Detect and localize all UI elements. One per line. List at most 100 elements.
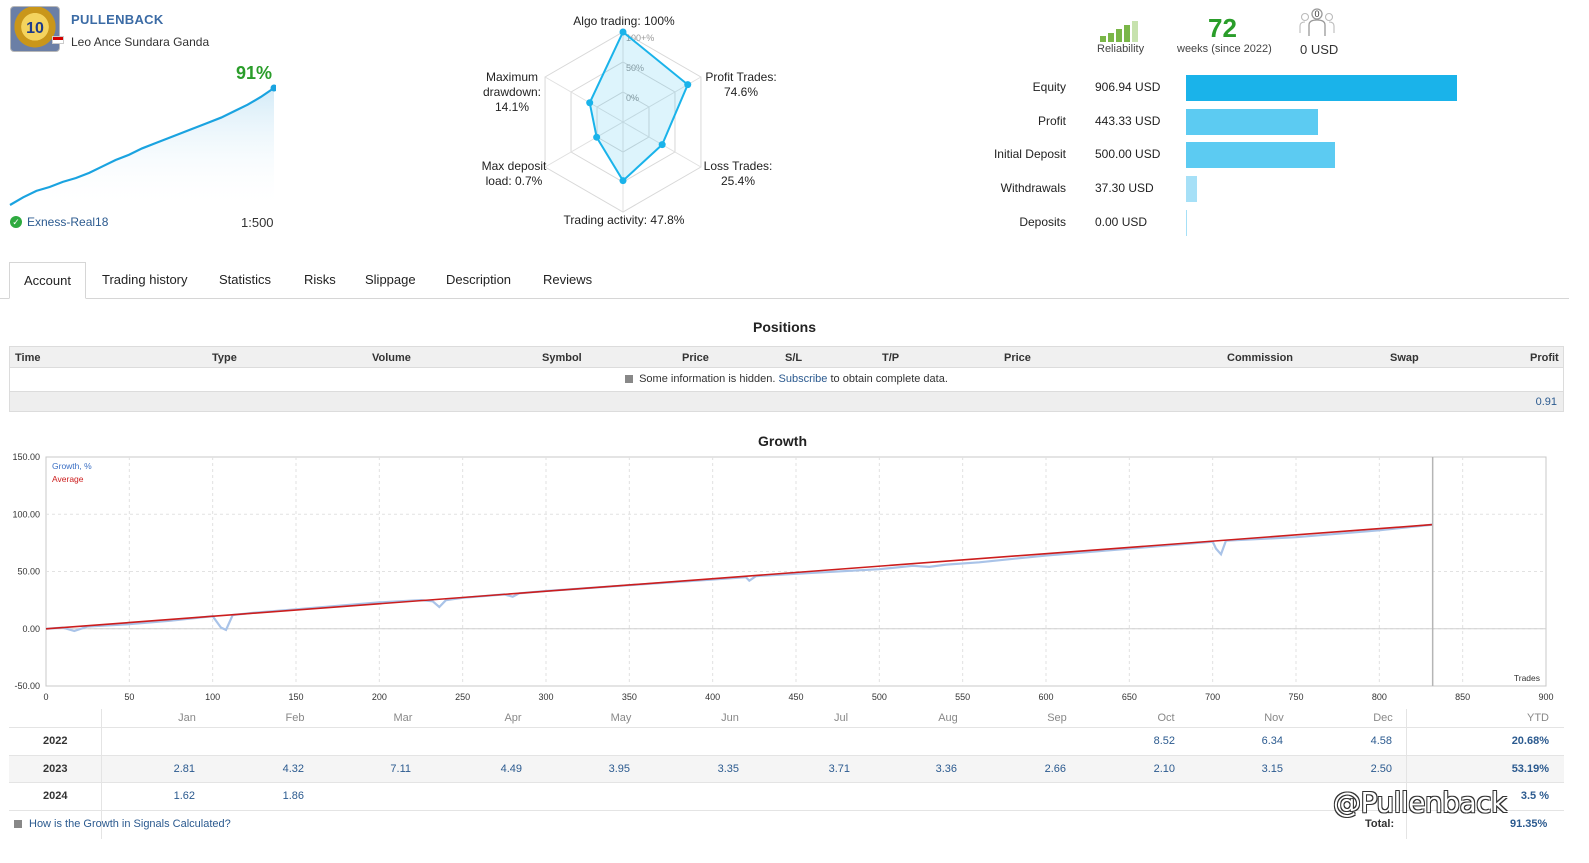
radar-label-loss-title: Loss Trades: <box>703 159 773 173</box>
x-tick-label: 350 <box>622 692 637 702</box>
reliability-bar <box>1100 36 1106 42</box>
y-tick-label: 50.00 <box>17 567 40 577</box>
column-header[interactable]: Time <box>15 352 41 364</box>
radar-scale-label: 50% <box>626 63 644 73</box>
x-tick-label: 100 <box>205 692 220 702</box>
month-header: Apr <box>504 712 522 724</box>
x-tick-label: 900 <box>1538 692 1553 702</box>
month-growth-value[interactable]: 7.11 <box>390 762 411 775</box>
financial-value: 443.33 USD <box>1095 114 1161 128</box>
broker-server[interactable]: ✓ Exness-Real18 <box>10 215 108 229</box>
financial-value: 906.94 USD <box>1095 80 1161 94</box>
column-header[interactable]: Swap <box>1390 352 1419 364</box>
ytd-value: 53.19% <box>1511 762 1549 775</box>
signal-avatar[interactable]: 10 <box>10 6 60 52</box>
hidden-info-notice: Some information is hidden. Subscribe to… <box>9 368 1564 391</box>
positions-table: Time Type Volume Symbol Price S/L T/P Price Comm… <box>9 346 1564 412</box>
radar-point <box>684 81 692 89</box>
column-header[interactable]: T/P <box>882 352 900 364</box>
financial-bar <box>1186 142 1336 168</box>
month-growth-value[interactable]: 2.10 <box>1153 762 1175 775</box>
tab-description[interactable]: Description <box>446 272 512 287</box>
column-header[interactable]: Price <box>682 352 709 364</box>
radar-label-profit: Profit Trades: 74.6% <box>696 70 786 100</box>
growth-chart[interactable]: 0 50 100 150 200 250 300 350 400 450 500 550 600 650 7… <box>0 450 1589 705</box>
leverage: 1:500 <box>241 215 274 230</box>
month-header: Jan <box>178 712 196 724</box>
month-growth-value[interactable]: 2.66 <box>1044 762 1066 775</box>
month-growth-value[interactable]: 6.34 <box>1261 735 1283 747</box>
financial-row: Initial Deposit 500.00 USD <box>960 142 1480 168</box>
month-growth-value[interactable]: 1.86 <box>282 790 304 802</box>
country-flag-icon <box>52 36 64 44</box>
subscribers-usd: 0 USD <box>1300 42 1339 57</box>
reliability-bar <box>1124 25 1130 42</box>
month-growth-value[interactable]: 8.52 <box>1153 735 1175 747</box>
month-growth-value[interactable]: 3.36 <box>935 762 957 775</box>
author-name[interactable]: Leo Ance Sundara Ganda <box>71 35 210 49</box>
x-tick-label: 150 <box>288 692 303 702</box>
month-growth-value[interactable]: 2.50 <box>1370 762 1392 775</box>
column-header[interactable]: Symbol <box>542 352 582 364</box>
monthly-header-row: Jan Feb Mar Apr May Jun Jul Aug Sep Oct Nov Dec YTD <box>9 709 1564 728</box>
month-growth-value[interactable]: 3.71 <box>828 762 850 775</box>
legend-average: Average <box>52 474 84 484</box>
radar-label-profit-title: Profit Trades: <box>705 70 777 84</box>
tab-slippage[interactable]: Slippage <box>365 272 416 287</box>
reliability-bar <box>1116 29 1122 42</box>
x-tick-label: 300 <box>538 692 553 702</box>
x-tick-label: 0 <box>43 692 48 702</box>
tab-trading-history[interactable]: Trading history <box>102 272 188 287</box>
average-series-line <box>45 523 1433 630</box>
month-growth-value[interactable]: 4.32 <box>282 762 304 775</box>
tab-account[interactable]: Account <box>9 262 86 299</box>
column-header[interactable]: Profit <box>1530 352 1559 364</box>
radar-chart: 100+% 50% 0% Algo trading: 100% Profit Tra… <box>470 10 790 235</box>
positions-title: Positions <box>753 319 817 335</box>
broker-name: Exness-Real18 <box>27 215 109 229</box>
x-tick-label: 750 <box>1288 692 1303 702</box>
radar-label-drawdown-title-1: Maximum <box>485 70 538 84</box>
month-growth-value[interactable]: 2.81 <box>173 762 195 775</box>
growth-calculation-help-link[interactable]: How is the Growth in Signals Calculated? <box>14 818 231 830</box>
column-header[interactable]: S/L <box>785 352 803 364</box>
month-growth-value[interactable]: 4.58 <box>1370 735 1392 747</box>
positions-header-row: Time Type Volume Symbol Price S/L T/P Price Comm… <box>9 346 1564 368</box>
reliability-bars-icon <box>1100 20 1138 42</box>
tab-reviews[interactable]: Reviews <box>543 272 593 287</box>
radar-point <box>619 28 627 36</box>
month-header: Oct <box>1157 712 1175 724</box>
radar-label-drawdown: Maximum drawdown: 14.1% <box>476 70 548 115</box>
radar-value-polygon <box>588 30 689 183</box>
tab-statistics[interactable]: Statistics <box>219 272 272 287</box>
month-header: Aug <box>938 712 958 724</box>
monthly-row: 2024 1.62 1.86 3.5 % <box>9 783 1564 811</box>
financial-bar <box>1186 109 1319 135</box>
month-growth-value[interactable]: 3.35 <box>717 762 739 775</box>
financial-label: Initial Deposit <box>993 147 1066 161</box>
signal-name-link[interactable]: PULLENBACK <box>71 12 164 27</box>
month-growth-value[interactable]: 3.15 <box>1261 762 1283 775</box>
x-tick-label: 500 <box>872 692 887 702</box>
tab-risks[interactable]: Risks <box>304 272 336 287</box>
hidden-info-text-after: to obtain complete data. <box>830 373 948 385</box>
month-growth-value[interactable]: 1.62 <box>173 790 195 802</box>
subscribe-link[interactable]: Subscribe <box>778 373 828 385</box>
month-growth-value[interactable]: 4.49 <box>500 762 522 775</box>
financial-row: Equity 906.94 USD <box>960 75 1480 101</box>
x-tick-label: 800 <box>1372 692 1387 702</box>
column-header[interactable]: Type <box>212 352 237 364</box>
info-icon <box>14 820 22 828</box>
financial-bar <box>1186 210 1187 236</box>
month-growth-value[interactable]: 3.95 <box>608 762 630 775</box>
growth-title: Growth <box>758 433 807 449</box>
radar-point <box>586 99 594 107</box>
column-header[interactable]: Volume <box>372 352 411 364</box>
month-header: YTD <box>1527 712 1549 724</box>
column-header[interactable]: Commission <box>1227 352 1294 364</box>
column-header[interactable]: Price <box>1004 352 1031 364</box>
watermark-text: @Pullenback <box>1333 786 1507 819</box>
month-header: May <box>610 712 632 724</box>
financial-bar <box>1186 75 1457 101</box>
year-label: 2022 <box>43 735 68 747</box>
